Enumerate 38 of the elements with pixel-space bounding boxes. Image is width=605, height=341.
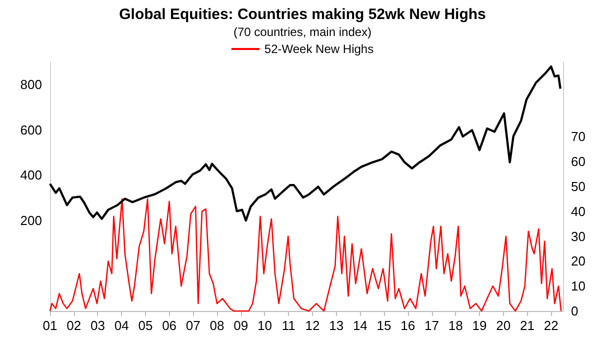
y-tick-label: 600: [20, 122, 42, 138]
legend-label: 52-Week New Highs: [264, 42, 374, 56]
x-tick-label: 19: [472, 318, 487, 333]
x-tick-label: 16: [400, 318, 416, 333]
x-tick-label: 11: [282, 318, 296, 333]
y2-tick-label: 70: [571, 129, 586, 144]
x-tick-label: 06: [162, 318, 177, 333]
x-tick-label: 05: [138, 318, 153, 333]
y-tick-label: 800: [20, 77, 42, 92]
y2-tick-label: 40: [571, 204, 586, 219]
y-tick-label: 400: [20, 168, 42, 183]
x-tick-label: 18: [448, 318, 463, 333]
x-tick-label: 01: [42, 318, 58, 333]
y2-tick-label: 50: [571, 179, 586, 194]
chart-subtitle: (70 countries, main index): [233, 25, 372, 39]
x-tick-label: 17: [424, 318, 439, 333]
x-tick-label: 20: [496, 318, 511, 333]
x-tick-label: 07: [186, 318, 200, 333]
x-tick-label: 08: [210, 318, 224, 333]
y2-tick-label: 20: [571, 254, 586, 269]
x-tick-label: 10: [258, 318, 272, 333]
y2-tick-label: 0: [571, 304, 578, 318]
chart-title: Global Equities: Countries making 52wk New Highs: [119, 6, 486, 23]
x-tick-label: 09: [234, 318, 248, 333]
x-tick-label: 13: [329, 318, 344, 333]
x-tick-label: 14: [352, 318, 368, 333]
x-tick-label: 22: [544, 318, 558, 333]
x-tick-label: 12: [305, 318, 320, 333]
y2-tick-label: 30: [571, 228, 586, 244]
y2-tick-label: 10: [571, 278, 586, 294]
x-tick-label: 21: [520, 318, 534, 333]
y-tick-label: 200: [20, 212, 42, 228]
x-tick-label: 03: [90, 318, 105, 333]
x-tick-label: 15: [376, 318, 392, 333]
line-series: [48, 65, 562, 222]
x-tick-label: 04: [114, 318, 129, 333]
y2-tick-label: 60: [571, 154, 586, 170]
x-tick-label: 02: [66, 318, 82, 333]
